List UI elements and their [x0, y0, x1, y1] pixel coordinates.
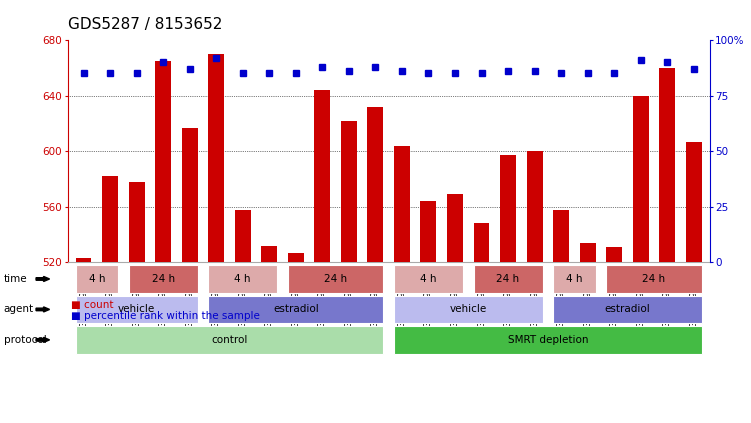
Bar: [394, 146, 410, 262]
Bar: [686, 142, 701, 262]
Bar: [606, 247, 622, 262]
Text: 4 h: 4 h: [421, 274, 436, 284]
Text: 4 h: 4 h: [89, 274, 105, 284]
Text: estradiol: estradiol: [605, 305, 650, 314]
Text: 24 h: 24 h: [324, 274, 347, 284]
Text: ■ count: ■ count: [71, 300, 114, 310]
Bar: [367, 107, 383, 262]
Bar: [447, 194, 463, 262]
Bar: [341, 121, 357, 262]
Bar: [261, 246, 277, 262]
Bar: [155, 61, 171, 262]
Bar: [182, 128, 198, 262]
Text: GDS5287 / 8153652: GDS5287 / 8153652: [68, 17, 222, 32]
Text: estradiol: estradiol: [273, 305, 318, 314]
Bar: [315, 90, 330, 262]
Text: control: control: [211, 335, 248, 345]
Bar: [288, 253, 303, 262]
Bar: [421, 201, 436, 262]
Text: ■ percentile rank within the sample: ■ percentile rank within the sample: [71, 311, 260, 321]
Text: 24 h: 24 h: [152, 274, 175, 284]
Text: 4 h: 4 h: [234, 274, 251, 284]
Text: agent: agent: [4, 305, 34, 314]
Bar: [128, 182, 144, 262]
Text: time: time: [4, 274, 27, 284]
Bar: [580, 243, 596, 262]
Bar: [500, 155, 516, 262]
Text: vehicle: vehicle: [450, 305, 487, 314]
Text: 24 h: 24 h: [496, 274, 520, 284]
Bar: [76, 258, 92, 262]
Text: 4 h: 4 h: [566, 274, 583, 284]
Bar: [102, 176, 118, 262]
Bar: [474, 223, 490, 262]
Bar: [208, 54, 224, 262]
Bar: [633, 96, 649, 262]
Text: vehicle: vehicle: [118, 305, 155, 314]
Bar: [526, 151, 542, 262]
Text: 24 h: 24 h: [642, 274, 665, 284]
Bar: [659, 68, 675, 262]
Text: protocol: protocol: [4, 335, 47, 345]
Bar: [553, 209, 569, 262]
Text: SMRT depletion: SMRT depletion: [508, 335, 588, 345]
Bar: [235, 209, 251, 262]
